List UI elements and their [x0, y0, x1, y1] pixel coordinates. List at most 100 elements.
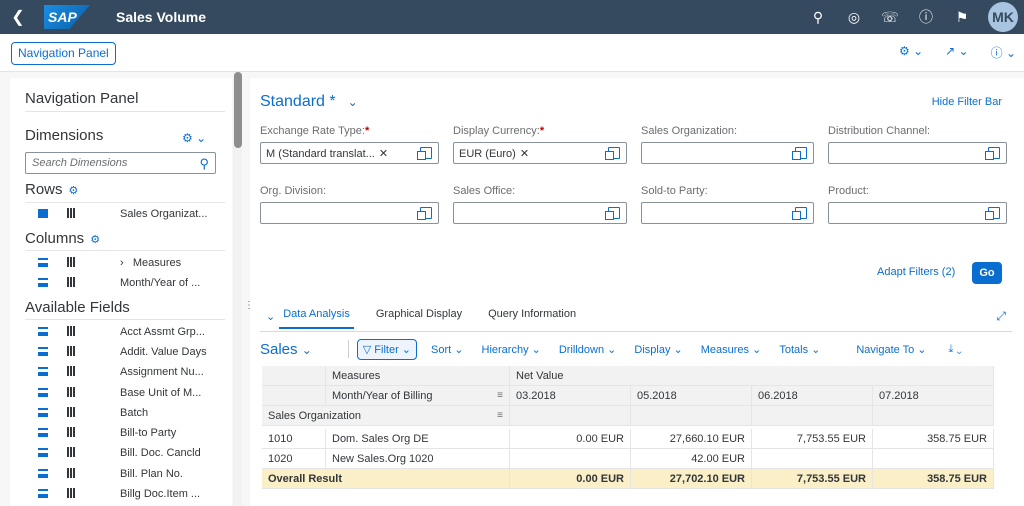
- available-field[interactable]: Addit. Value Days: [25, 343, 225, 363]
- navigate-to-menu[interactable]: Navigate To ⌄: [856, 343, 927, 356]
- chevron-right-icon[interactable]: ›: [120, 257, 133, 269]
- column-field[interactable]: Month/Year of ...: [25, 274, 225, 294]
- measures-menu[interactable]: Measures ⌄: [700, 343, 762, 356]
- table-cell[interactable]: [873, 449, 994, 469]
- tab-data-analysis[interactable]: Data Analysis: [279, 308, 354, 329]
- remove-token-icon[interactable]: ✕: [519, 148, 530, 160]
- column-field[interactable]: › Measures: [25, 254, 225, 274]
- variant-selector[interactable]: Standard * ⌄: [260, 93, 358, 110]
- value-help-icon[interactable]: [792, 207, 807, 220]
- collapse-chevron-icon[interactable]: ⌄: [266, 310, 276, 323]
- share-icon[interactable]: ↗ ⌄: [945, 44, 969, 58]
- table-cell[interactable]: 42.00 EUR: [631, 449, 752, 469]
- drilldown-menu[interactable]: Drilldown ⌄: [558, 343, 617, 356]
- chevron-down-icon[interactable]: ⌄: [301, 342, 312, 357]
- table-cell[interactable]: 27,660.10 EUR: [631, 429, 752, 449]
- total-cell[interactable]: 0.00 EUR: [510, 469, 631, 489]
- back-icon[interactable]: ❮: [11, 9, 25, 26]
- sales-organization-field[interactable]: [641, 142, 814, 164]
- column-header[interactable]: 07.2018: [873, 386, 994, 406]
- drag-handle-icon[interactable]: [38, 209, 48, 218]
- drag-handle-icon[interactable]: [38, 258, 48, 267]
- fullscreen-icon[interactable]: ⤢: [996, 309, 1006, 323]
- drag-handle-icon[interactable]: [38, 278, 48, 287]
- value-help-icon[interactable]: [605, 207, 620, 220]
- bell-icon[interactable]: ⚑: [955, 8, 969, 25]
- rows-settings-icon[interactable]: ⚙: [68, 185, 79, 197]
- distribution-channel-field[interactable]: [828, 142, 1007, 164]
- net-value-header[interactable]: Net Value: [510, 366, 994, 386]
- hierarchy-icon[interactable]: [67, 447, 75, 457]
- month-header[interactable]: Month/Year of Billing ≡: [326, 386, 510, 406]
- hierarchy-icon[interactable]: [67, 387, 75, 397]
- row-field[interactable]: Sales Organizat...: [25, 205, 225, 225]
- sort-icon[interactable]: ≡: [497, 410, 503, 421]
- table-row-name[interactable]: Dom. Sales Org DE: [326, 429, 510, 449]
- hierarchy-icon[interactable]: [67, 326, 75, 336]
- table-row-code[interactable]: 1010: [262, 429, 326, 449]
- panel-scrollbar[interactable]: [233, 72, 242, 506]
- navigation-panel-button[interactable]: Navigation Panel: [11, 42, 116, 65]
- drag-handle-icon[interactable]: [38, 469, 48, 478]
- exchange-rate-type-field[interactable]: M (Standard translat... ✕: [260, 142, 439, 164]
- total-cell[interactable]: 7,753.55 EUR: [752, 469, 873, 489]
- table-cell[interactable]: [752, 449, 873, 469]
- table-cell[interactable]: [510, 449, 631, 469]
- hierarchy-icon[interactable]: [67, 427, 75, 437]
- hierarchy-icon[interactable]: [67, 488, 75, 498]
- hierarchy-icon[interactable]: [67, 346, 75, 356]
- hierarchy-icon[interactable]: [67, 208, 75, 218]
- help-menu-icon[interactable]: ⓘ ⌄: [990, 46, 1016, 60]
- dimensions-settings-icon[interactable]: ⚙ ⌄: [182, 131, 207, 145]
- display-currency-field[interactable]: EUR (Euro) ✕: [453, 142, 627, 164]
- value-help-icon[interactable]: [985, 147, 1000, 160]
- go-button[interactable]: Go: [972, 262, 1002, 284]
- table-cell[interactable]: 358.75 EUR: [873, 429, 994, 449]
- hierarchy-icon[interactable]: [67, 257, 75, 267]
- sales-office-field[interactable]: [453, 202, 627, 224]
- remove-token-icon[interactable]: ✕: [378, 148, 389, 160]
- filter-token[interactable]: EUR (Euro) ✕: [459, 148, 530, 160]
- sales-org-header[interactable]: Sales Organization ≡: [262, 406, 510, 426]
- table-row-name[interactable]: New Sales.Org 1020: [326, 449, 510, 469]
- available-field[interactable]: Billg Doc.Item ...: [25, 485, 225, 505]
- available-field[interactable]: Bill. Doc. Cancld: [25, 444, 225, 464]
- columns-settings-icon[interactable]: ⚙: [90, 234, 101, 246]
- available-field[interactable]: Acct Assmt Grp...: [25, 323, 225, 343]
- table-cell[interactable]: 0.00 EUR: [510, 429, 631, 449]
- help-icon[interactable]: ⓘ: [919, 9, 933, 25]
- drag-handle-icon[interactable]: [38, 408, 48, 417]
- available-field[interactable]: Bill. Plan No.: [25, 465, 225, 485]
- drag-handle-icon[interactable]: [38, 347, 48, 356]
- hierarchy-icon[interactable]: [67, 277, 75, 287]
- help-headset-icon[interactable]: ☏: [881, 8, 899, 25]
- hierarchy-menu[interactable]: Hierarchy ⌄: [481, 343, 541, 356]
- view-selector[interactable]: Sales ⌄: [260, 340, 312, 358]
- settings-icon[interactable]: ⚙ ⌄: [899, 44, 924, 58]
- search-icon[interactable]: ⚲: [199, 156, 209, 171]
- value-help-icon[interactable]: [792, 147, 807, 160]
- hierarchy-icon[interactable]: [67, 366, 75, 376]
- table-cell[interactable]: 7,753.55 EUR: [752, 429, 873, 449]
- value-help-icon[interactable]: [417, 207, 432, 220]
- value-help-icon[interactable]: [985, 207, 1000, 220]
- total-cell[interactable]: 358.75 EUR: [873, 469, 994, 489]
- chevron-down-icon[interactable]: ⌄: [347, 95, 358, 109]
- download-icon[interactable]: ⤓ ⌄: [948, 342, 962, 355]
- drag-handle-icon[interactable]: [38, 367, 48, 376]
- sold-to-party-field[interactable]: [641, 202, 814, 224]
- copilot-icon[interactable]: ◎: [847, 8, 861, 25]
- hierarchy-icon[interactable]: [67, 468, 75, 478]
- sort-icon[interactable]: ≡: [497, 390, 503, 401]
- available-field[interactable]: Batch: [25, 404, 225, 424]
- column-header[interactable]: 06.2018: [752, 386, 873, 406]
- filter-button[interactable]: ▽ Filter ⌄: [356, 338, 418, 360]
- display-menu[interactable]: Display ⌄: [634, 343, 683, 356]
- drag-handle-icon[interactable]: [38, 489, 48, 498]
- table-row-code[interactable]: 1020: [262, 449, 326, 469]
- column-header[interactable]: 05.2018: [631, 386, 752, 406]
- drag-handle-icon[interactable]: [38, 428, 48, 437]
- hide-filter-bar-link[interactable]: Hide Filter Bar: [931, 96, 1002, 108]
- value-help-icon[interactable]: [605, 147, 620, 160]
- hierarchy-icon[interactable]: [67, 407, 75, 417]
